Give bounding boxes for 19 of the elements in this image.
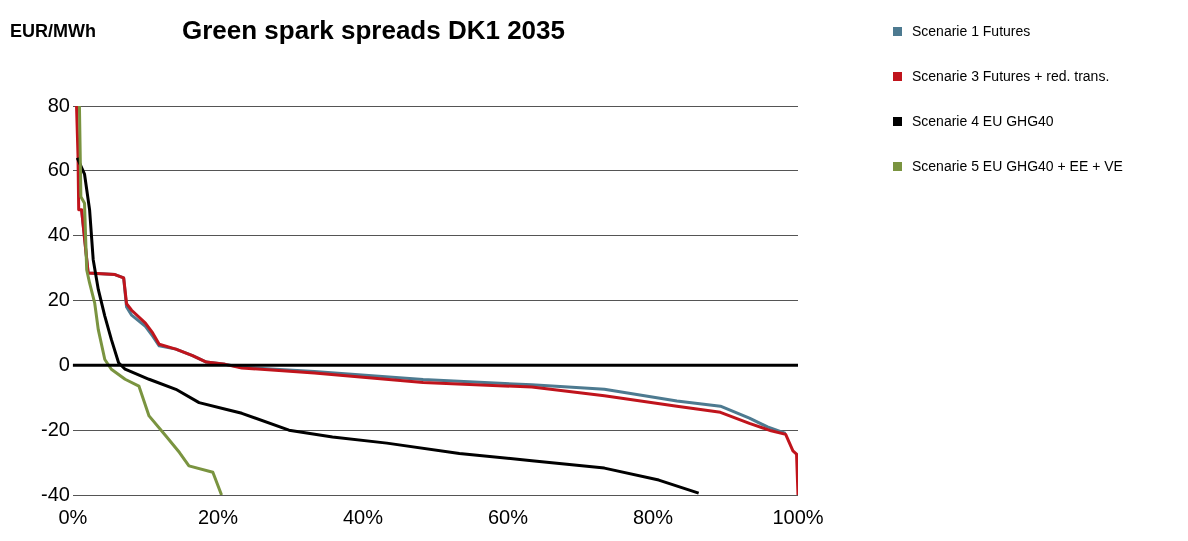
y-tick-label: -20 <box>41 417 70 440</box>
x-tick-label: 0% <box>58 505 88 528</box>
legend-label: Scenarie 3 Futures + red. trans. <box>912 68 1110 84</box>
legend-label: Scenarie 5 EU GHG40 + EE + VE <box>912 158 1123 174</box>
y-tick-label: 40 <box>47 223 70 246</box>
y-tick-label: 0 <box>58 352 70 375</box>
legend-label: Scenarie 4 EU GHG40 <box>912 113 1054 129</box>
y-tick-label: 80 <box>47 93 70 116</box>
y-tick-label: -40 <box>41 482 70 505</box>
x-tick-label: 100% <box>772 505 824 528</box>
x-tick-label: 40% <box>342 505 384 528</box>
y-axis-title: EUR/MWh <box>10 20 96 41</box>
x-tick-label: 20% <box>197 505 239 528</box>
chart-title: Green spark spreads DK1 2035 <box>182 15 565 46</box>
y-tick-label: 60 <box>47 158 70 181</box>
legend-label: Scenarie 1 Futures <box>912 23 1031 39</box>
x-tick-label: 80% <box>632 505 674 528</box>
y-tick-label: 20 <box>47 288 70 311</box>
x-tick-label: 60% <box>487 505 529 528</box>
